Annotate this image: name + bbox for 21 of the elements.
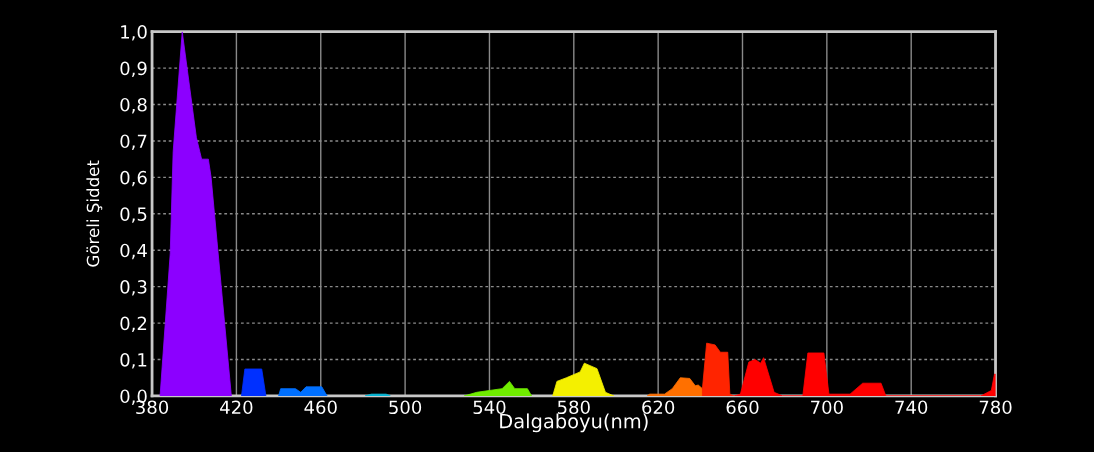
y-tick-label: 0,2: [120, 316, 147, 333]
x-tick-label: 700: [811, 400, 843, 415]
x-tick-label: 780: [979, 400, 1012, 415]
y-tick-label: 0,8: [120, 97, 147, 114]
x-tick-label: 460: [304, 400, 337, 415]
y-tick-label: 0,3: [120, 280, 147, 296]
y-tick-label: 1,0: [121, 25, 147, 41]
y-tick-label: 0,6: [120, 170, 147, 187]
y-tick-label: 0,5: [120, 207, 147, 223]
x-tick-label: 500: [389, 400, 422, 415]
y-tick-label: 0,4: [120, 243, 147, 260]
y-axis-title: Göreli Şiddet: [86, 160, 103, 267]
y-tick-label: 0,9: [120, 61, 147, 78]
x-axis-title: Dalgaboyu(nm): [500, 413, 648, 433]
x-tick-label: 660: [726, 400, 759, 415]
x-tick-label: 740: [895, 400, 928, 415]
y-tick-label: 0,1: [120, 352, 147, 369]
y-tick-label: 0,7: [120, 134, 147, 150]
x-tick-label: 620: [642, 400, 675, 415]
x-tick-label: 540: [473, 400, 506, 415]
x-tick-label: 420: [220, 400, 253, 415]
